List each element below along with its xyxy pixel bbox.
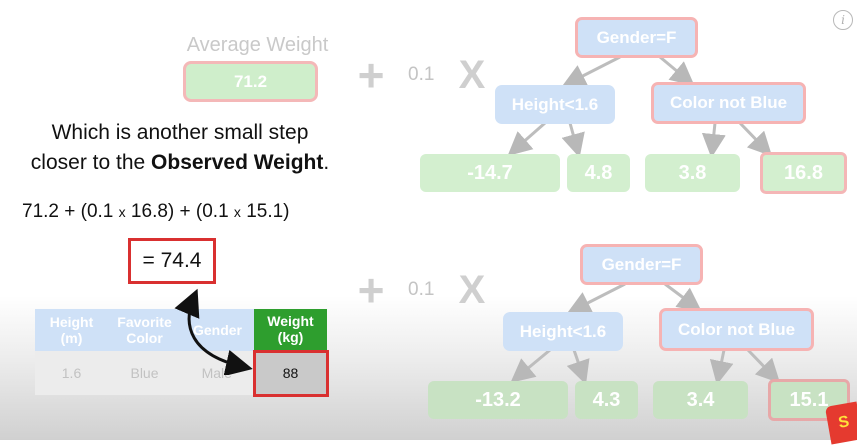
- tree1-leaf-4: 16.8: [760, 152, 847, 194]
- equation: 71.2 + (0.1 x 16.8) + (0.1 x 15.1): [22, 201, 290, 223]
- result-box: = 74.4: [128, 238, 216, 284]
- explanation-line-1: Which is another small step: [51, 121, 309, 144]
- header-favorite-color: Favorite Color: [108, 309, 181, 351]
- explanation-line-2: closer to the Observed Weight.: [10, 148, 350, 178]
- learning-rate-2: 0.1: [408, 279, 435, 300]
- times-sign-2: X: [458, 268, 486, 312]
- tree1-root-node: Gender=F: [575, 17, 698, 58]
- tree2-leaf-1: -13.2: [428, 381, 568, 419]
- average-weight-title: Average Weight: [186, 34, 329, 56]
- cell-height: 1.6: [35, 351, 108, 395]
- plus-sign-2: +: [357, 264, 385, 316]
- cell-weight: 88: [252, 349, 329, 397]
- tree2-leaf-3: 3.4: [653, 381, 748, 419]
- tree1-height-node: Height<1.6: [495, 85, 615, 124]
- tree2-leaf-4: 15.1: [768, 379, 850, 421]
- table-row: 1.6 Blue Male 88: [35, 349, 329, 397]
- average-weight-value: 71.2: [183, 61, 318, 102]
- header-weight-line2: (kg): [277, 329, 304, 346]
- header-height: Height (m): [35, 309, 108, 351]
- equation-part-2: 16.8) + (0.1: [125, 201, 234, 222]
- header-color-line2: Color: [126, 330, 163, 346]
- header-height-line2: (m): [60, 330, 83, 346]
- curved-double-arrow: [174, 288, 253, 375]
- explanation-line-2-suffix: .: [323, 151, 330, 174]
- tree2-leaf-2: 4.3: [575, 381, 638, 419]
- tree2-height-node: Height<1.6: [503, 312, 623, 351]
- multiply-sign-1: x: [118, 204, 126, 220]
- tree2-color-node: Color not Blue: [659, 308, 814, 351]
- equation-part-3: 15.1): [240, 201, 290, 222]
- header-color-line1: Favorite: [117, 314, 172, 330]
- explanation-line-2-prefix: closer to the: [30, 151, 152, 174]
- multiply-sign-2: x: [233, 204, 241, 220]
- header-weight-line1: Weight: [267, 313, 314, 330]
- info-icon[interactable]: i: [833, 10, 853, 30]
- header-weight: Weight (kg): [254, 309, 327, 351]
- header-height-line1: Height: [49, 314, 94, 330]
- tree1-leaf-3: 3.8: [645, 154, 740, 192]
- observed-weight-term: Observed Weight: [151, 151, 324, 174]
- tree1-leaf-2: 4.8: [567, 154, 630, 192]
- times-sign-1: X: [458, 53, 486, 97]
- cell-favorite-color: Blue: [108, 351, 181, 395]
- learning-rate-1: 0.1: [408, 64, 435, 85]
- plus-sign-1: +: [357, 49, 385, 101]
- tree1-leaf-1: -14.7: [420, 154, 560, 192]
- tree1-color-node: Color not Blue: [651, 82, 806, 124]
- tree2-root-node: Gender=F: [580, 244, 703, 285]
- explanation-text: Which is another small step closer to th…: [10, 118, 350, 178]
- equation-part-1: 71.2 + (0.1: [22, 201, 119, 222]
- logo: S: [824, 401, 857, 445]
